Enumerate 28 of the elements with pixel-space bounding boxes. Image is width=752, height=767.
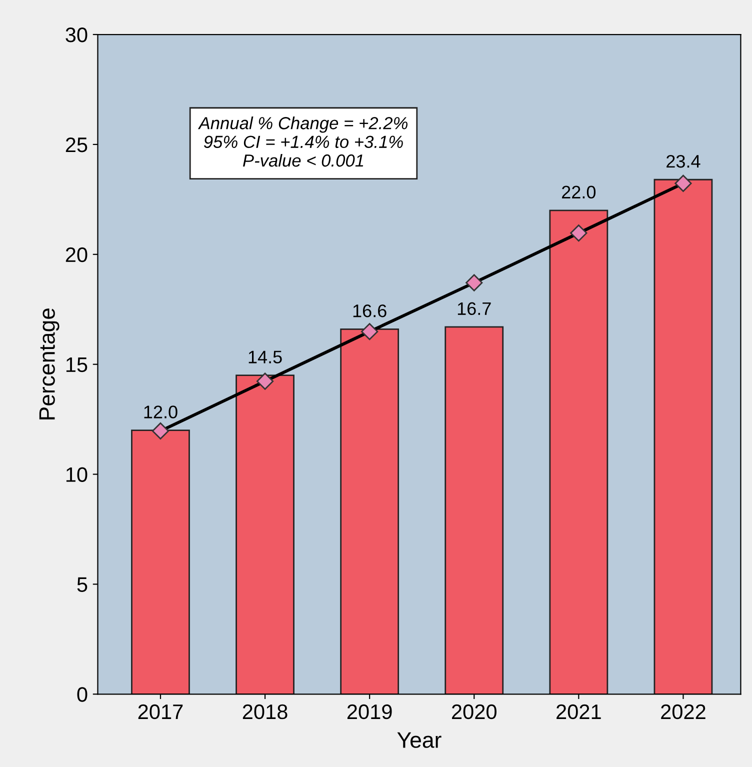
x-tick-label: 2018 xyxy=(242,704,288,720)
x-tick-label: 2021 xyxy=(556,704,601,720)
x-axis-title: Year xyxy=(397,732,442,748)
y-tick-label: 10 xyxy=(66,467,88,482)
bar xyxy=(654,178,713,694)
data-label: 22.0 xyxy=(562,186,596,199)
data-label: 16.6 xyxy=(353,304,386,318)
y-tick-label: 5 xyxy=(77,577,88,592)
bar xyxy=(444,326,504,694)
x-tick-label: 2022 xyxy=(661,704,706,720)
y-tick-label: 25 xyxy=(66,137,88,152)
bar xyxy=(549,210,608,694)
data-label: 16.7 xyxy=(458,302,491,316)
y-tick-label: 20 xyxy=(66,247,88,262)
y-tick-label: 30 xyxy=(66,28,88,42)
data-label: 23.4 xyxy=(666,154,700,168)
data-label: 12.0 xyxy=(144,406,178,418)
bar xyxy=(340,328,400,694)
x-tick-label: 2017 xyxy=(138,704,183,720)
x-tick-label: 2020 xyxy=(452,704,496,720)
y-tick-label: 0 xyxy=(77,687,88,702)
annotation: Annual % Change = +2.2% 95% CI = +1.4% to +3.1% P-value < 0.001 xyxy=(198,116,408,167)
y-axis-title: Percentage xyxy=(39,308,60,420)
bar xyxy=(131,430,190,694)
x-tick-label: 2019 xyxy=(347,704,392,720)
y-tick-label: 15 xyxy=(66,358,88,372)
data-label: 14.5 xyxy=(248,350,282,364)
bar xyxy=(236,374,294,694)
